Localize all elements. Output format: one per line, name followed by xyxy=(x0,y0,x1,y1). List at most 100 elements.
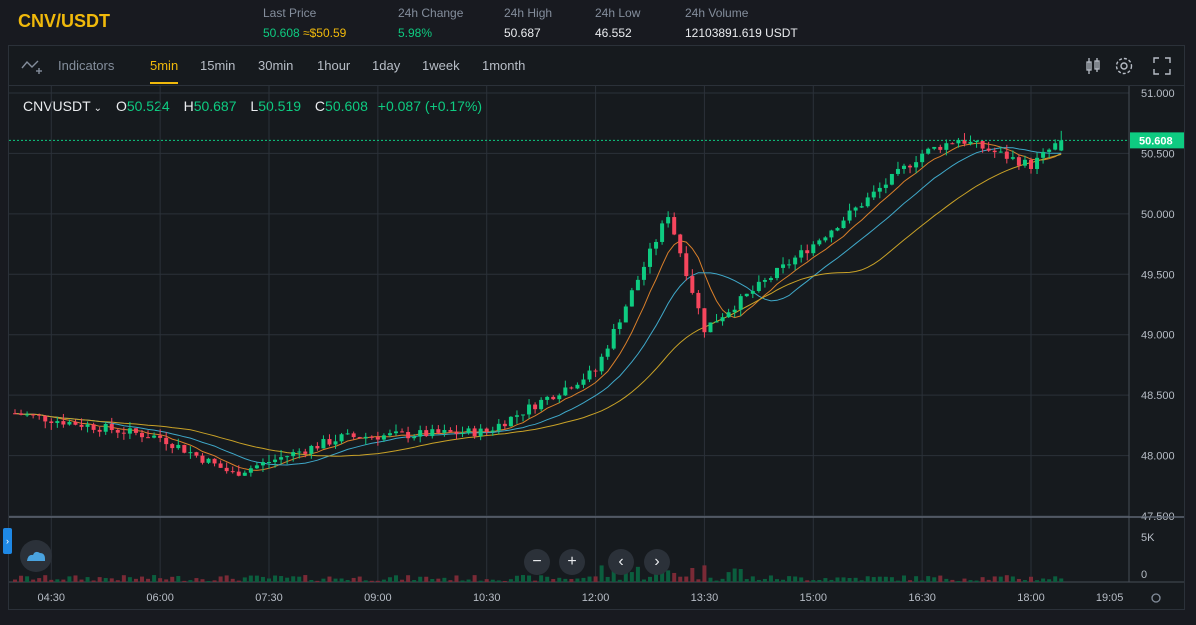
volume-bar xyxy=(593,576,598,582)
interval-1hour[interactable]: 1hour xyxy=(317,58,351,73)
legend-c-key: C xyxy=(314,98,326,114)
volume-bar xyxy=(750,576,755,582)
volume-bar xyxy=(224,575,229,582)
fullscreen-icon[interactable] xyxy=(1153,57,1171,80)
interval-1week[interactable]: 1week xyxy=(422,58,460,73)
volume-bar xyxy=(230,578,235,582)
x-tick-label: 15:00 xyxy=(800,592,828,604)
volume-bar xyxy=(865,576,870,582)
candle-body xyxy=(1004,151,1009,159)
volume-bar xyxy=(835,577,840,582)
legend-change: +0.087 (+0.17%) xyxy=(377,98,483,114)
y-tick-label: 49.500 xyxy=(1141,269,1175,281)
pair-title[interactable]: CNV/USDT xyxy=(18,11,111,31)
candle-body xyxy=(775,267,779,279)
indicators-button[interactable]: Indicators xyxy=(58,58,115,73)
candle-body xyxy=(55,421,60,423)
candle-body xyxy=(133,428,138,433)
volume-bar xyxy=(932,577,937,582)
volume-bar xyxy=(1035,580,1040,582)
volume-bar xyxy=(170,576,175,582)
price-chart[interactable]: 51.000 50.500 50.000 49.500 49.000 48.500 48.0… xyxy=(9,86,1184,611)
volume-bar xyxy=(291,576,296,582)
interval-5min[interactable]: 5min xyxy=(150,58,179,84)
last-price-value: 50.608 xyxy=(263,26,300,40)
time-axis-settings-icon xyxy=(1151,593,1161,603)
candle-body xyxy=(853,207,858,211)
volume-bar xyxy=(309,579,314,582)
interval-30min[interactable]: 30min xyxy=(258,58,294,73)
zoom-in-button[interactable]: + xyxy=(559,549,585,575)
interval-1month[interactable]: 1month xyxy=(482,58,526,73)
candle-body xyxy=(750,291,755,294)
chevron-down-icon[interactable]: ⌄ xyxy=(93,103,103,114)
candle-body xyxy=(242,472,247,476)
candle-body xyxy=(206,458,211,463)
volume-bar xyxy=(363,580,368,582)
volume-bar xyxy=(992,576,997,582)
candle-body xyxy=(1016,157,1021,166)
volume-bar xyxy=(369,580,374,582)
candle-body xyxy=(1053,143,1058,150)
volume-tick-label: 0 xyxy=(1141,569,1147,581)
volume-bar xyxy=(345,580,350,582)
last-price-label: Last Price xyxy=(263,6,317,20)
candle-body xyxy=(708,322,713,333)
volume-bar xyxy=(436,578,441,582)
volume-bar xyxy=(490,579,495,582)
candle-body xyxy=(648,248,652,267)
volume-bar xyxy=(914,576,919,582)
candle-body xyxy=(375,437,380,440)
high-label: 24h High xyxy=(504,6,553,20)
candle-body xyxy=(436,429,441,433)
volume-bar xyxy=(883,576,888,582)
last-price-stat: Last Price 50.608 ≈$50.59 xyxy=(263,6,346,40)
interval-15min[interactable]: 15min xyxy=(200,58,236,73)
candle-body xyxy=(841,220,846,229)
volume-bar xyxy=(394,575,398,582)
candle-body xyxy=(678,234,683,254)
candle-body xyxy=(152,435,157,438)
cloud-logo-icon[interactable] xyxy=(20,540,52,572)
candle-style-icon[interactable] xyxy=(1084,57,1102,80)
candle-body xyxy=(998,151,1003,153)
volume-bar xyxy=(986,579,991,582)
candle-body xyxy=(847,210,852,221)
candle-body xyxy=(502,423,507,427)
volume-bar xyxy=(327,576,332,582)
candle-body xyxy=(321,439,326,449)
high-value: 50.687 xyxy=(504,26,541,40)
legend-close: 50.608 xyxy=(325,98,368,114)
candle-body xyxy=(587,370,592,380)
volume-bar xyxy=(847,577,852,582)
legend-high: 50.687 xyxy=(193,98,237,114)
legend-h-key: H xyxy=(183,98,194,114)
scroll-right-button[interactable]: › xyxy=(644,549,670,575)
candle-body xyxy=(236,471,241,476)
candle-body xyxy=(895,168,900,174)
candle-body xyxy=(599,356,604,372)
candle-body xyxy=(406,431,411,439)
candle-body xyxy=(418,430,423,437)
candle-body xyxy=(67,421,72,425)
volume-value: 12103891.619 USDT xyxy=(685,26,798,40)
legend-symbol[interactable]: CNVUSDT xyxy=(23,98,91,114)
volume-bar xyxy=(424,576,429,582)
candle-body xyxy=(859,206,864,208)
candle-body xyxy=(400,431,405,433)
side-panel-handle[interactable]: › xyxy=(3,528,12,554)
volume-bar xyxy=(212,580,217,582)
volume-bar xyxy=(158,578,163,582)
scroll-left-button[interactable]: ‹ xyxy=(608,549,634,575)
chart-type-icon[interactable] xyxy=(21,58,43,81)
zoom-out-button[interactable]: − xyxy=(524,549,550,575)
candle-body xyxy=(363,436,368,439)
candle-body xyxy=(333,441,338,445)
volume-bar xyxy=(908,580,913,582)
volume-bar xyxy=(85,577,90,582)
settings-gear-icon[interactable] xyxy=(1114,56,1134,81)
interval-1day[interactable]: 1day xyxy=(372,58,401,73)
candle-body xyxy=(768,278,773,280)
volume-bar xyxy=(732,568,737,582)
volume-bar xyxy=(406,575,411,582)
